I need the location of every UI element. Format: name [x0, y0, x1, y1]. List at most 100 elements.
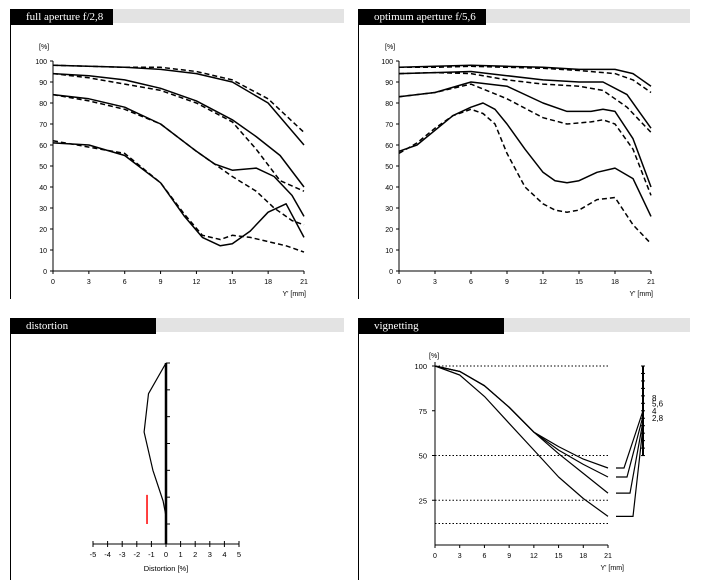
y-tick-label: 80 [385, 101, 393, 108]
aperture-label: 2,8 [652, 414, 664, 423]
mtf-curve-dashed [52, 93, 305, 226]
x-tick-label: 21 [647, 279, 655, 286]
x-tick-label: 12 [530, 553, 538, 560]
y-tick-label: 20 [385, 227, 393, 234]
x-tick-label: 3 [458, 553, 462, 560]
y-tick-label: 20 [39, 227, 47, 234]
aperture-label: 5,6 [652, 400, 664, 409]
mtf-curve-dashed [52, 64, 305, 133]
mtf-curve-dashed [398, 71, 652, 133]
x-tick-label: 3 [87, 279, 91, 286]
y-tick-label: 75 [419, 407, 427, 416]
x-tick-label: 15 [575, 279, 583, 286]
distortion-panel: distortion -5 -4 -3 -2 -1 0 1 2 3 4 5 Distortion [%… [10, 318, 344, 580]
mtf-curve-dashed [398, 83, 652, 196]
y-tick-label: 60 [39, 143, 47, 150]
mtf-optimum-aperture-chart: 0 10 20 30 40 50 60 70 80 90 100 0 3 6 9 12 15 18 21 [%] Y' … [381, 44, 655, 298]
mtf-full-aperture-chart: 0 10 20 30 40 50 60 70 80 90 100 0 3 6 9 12 15 18 21 [%] Y' … [35, 44, 308, 298]
x-tick-label: 6 [482, 553, 486, 560]
y-tick-label: 90 [39, 80, 47, 87]
y-tick-label: 90 [385, 80, 393, 87]
x-tick-label: 15 [555, 553, 563, 560]
mtf-curve-solid [52, 93, 305, 217]
x-tick-label: -2 [133, 550, 140, 559]
x-tick-label: 3 [433, 279, 437, 286]
x-tick-label: 0 [397, 279, 401, 286]
x-tick-label: 18 [579, 553, 587, 560]
mtf-curve-solid [398, 70, 652, 129]
mtf-curve-solid [398, 81, 652, 188]
aperture-label: 8 [652, 394, 657, 403]
chart-title: distortion [10, 318, 156, 334]
y-tick-label: 0 [389, 269, 393, 276]
y-tick-label: 10 [385, 248, 393, 255]
y-tick-label: 50 [385, 164, 393, 171]
y-tick-label: 100 [35, 59, 47, 66]
distortion-curve [143, 362, 167, 524]
vignetting-curve [434, 365, 609, 517]
mtf-curve-solid [398, 64, 652, 87]
y-tick-label: 70 [39, 122, 47, 129]
y-tick-label: 25 [419, 496, 427, 505]
x-tick-label: 9 [159, 279, 163, 286]
aperture-connector-line [616, 410, 644, 469]
x-tick-label: 18 [611, 279, 619, 286]
x-axis-label: Y' [mm] [629, 291, 653, 298]
y-axis-label: [%] [385, 44, 395, 51]
mtf-curve-solid [52, 72, 305, 188]
aperture-connector-line [616, 421, 644, 494]
x-tick-label: -1 [148, 550, 155, 559]
y-axis-label: [%] [429, 353, 439, 360]
mtf-curve-dashed [52, 72, 305, 192]
x-tick-label: 5 [237, 550, 241, 559]
mtf-curve-dashed [398, 108, 652, 245]
x-tick-label: -5 [90, 550, 97, 559]
y-tick-label: 100 [381, 59, 393, 66]
x-tick-label: 3 [208, 550, 212, 559]
mtf-optimum-aperture-panel: optimum aperture f/5,6 0 10 20 30 40 50 60 70 80… [358, 9, 690, 299]
chart-title: full aperture f/2,8 [10, 9, 114, 25]
y-axis-label: [%] [39, 44, 49, 51]
x-tick-label: -4 [104, 550, 111, 559]
chart-title: vignetting [358, 318, 504, 334]
x-tick-label: 0 [51, 279, 55, 286]
x-tick-label: 18 [264, 279, 272, 286]
x-axis-label: Y' [mm] [600, 565, 624, 572]
x-tick-label: -3 [119, 550, 126, 559]
x-tick-label: 9 [507, 553, 511, 560]
x-tick-label: 9 [505, 279, 509, 286]
mtf-curve-dashed [52, 140, 305, 253]
y-tick-label: 80 [39, 101, 47, 108]
y-tick-label: 40 [385, 185, 393, 192]
panel-left-border [358, 23, 359, 299]
x-axis-label: Y' [mm] [282, 291, 306, 298]
y-tick-label: 30 [39, 206, 47, 213]
y-tick-label: 70 [385, 122, 393, 129]
vignetting-curve [434, 365, 609, 494]
mtf-curve-solid [398, 102, 652, 217]
y-tick-label: 40 [39, 185, 47, 192]
vignetting-chart: 100 75 50 25 0 3 6 9 12 15 18 21 [%] Y' [mm] 85,642,8 [414, 353, 664, 572]
x-tick-label: 0 [164, 550, 168, 559]
vignetting-panel: vignetting 100 75 50 25 0 3 6 9 12 15 18 21 [%] Y' [m… [358, 318, 690, 580]
aperture-connector-line [616, 415, 644, 478]
x-tick-label: 1 [179, 550, 183, 559]
vignetting-curve [434, 365, 609, 469]
x-tick-label: 0 [433, 553, 437, 560]
aperture-connector-line [616, 426, 644, 517]
x-axis-label: Distortion [%] [144, 564, 189, 573]
x-tick-label: 21 [604, 553, 612, 560]
x-tick-label: 21 [300, 279, 308, 286]
chart-title: optimum aperture f/5,6 [358, 9, 486, 25]
distortion-chart: -5 -4 -3 -2 -1 0 1 2 3 4 5 Distortion [%] [90, 362, 241, 573]
panel-left-border [358, 332, 359, 580]
x-tick-label: 4 [222, 550, 226, 559]
mtf-curve-dashed [399, 65, 652, 94]
y-tick-label: 50 [39, 164, 47, 171]
y-tick-label: 60 [385, 143, 393, 150]
x-tick-label: 6 [469, 279, 473, 286]
mtf-full-aperture-panel: full aperture f/2,8 0 10 20 30 40 50 60 70 80 90 1… [10, 9, 344, 299]
panel-left-border [10, 332, 11, 580]
y-tick-label: 10 [39, 248, 47, 255]
aperture-label: 4 [652, 407, 657, 416]
